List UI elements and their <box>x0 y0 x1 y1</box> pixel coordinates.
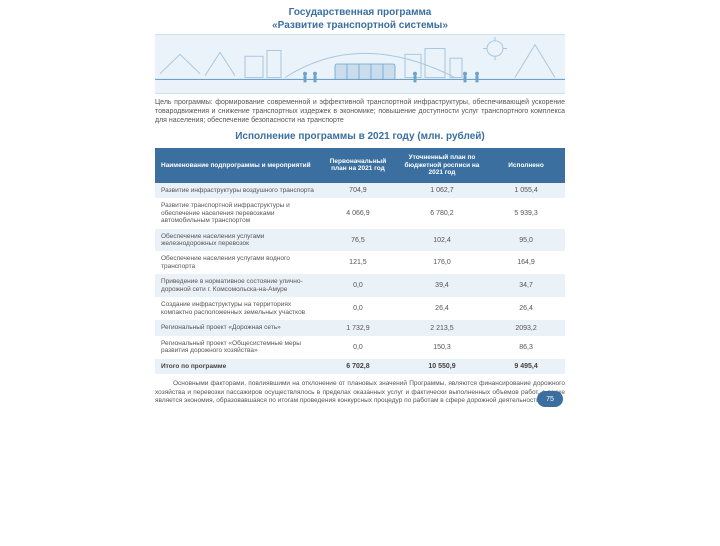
cell-name: Региональный проект «Общесистемные меры … <box>155 336 319 359</box>
program-title-line2: «Развитие транспортной системы» <box>155 19 565 32</box>
transport-banner <box>155 34 565 94</box>
cell-v3: 5 939,3 <box>487 198 565 228</box>
col-plan: Первоначальный план на 2021 год <box>319 148 397 182</box>
cell-name: Приведение в нормативное состояние уличн… <box>155 274 319 297</box>
cell-v1: 704,9 <box>319 183 397 198</box>
table-row: Развитие инфраструктуры воздушного транс… <box>155 183 565 198</box>
cell-name: Региональный проект «Дорожная сеть» <box>155 320 319 335</box>
table-row: Создание инфраструктуры на территориях к… <box>155 297 565 320</box>
cell-v3: 1 055,4 <box>487 183 565 198</box>
cell-v1: 0,0 <box>319 297 397 320</box>
cell-v3: 86,3 <box>487 336 565 359</box>
table-row: Обеспечение населения услугами водного т… <box>155 251 565 274</box>
col-refined: Уточненный план по бюджетной росписи на … <box>397 148 487 182</box>
cell-v2: 6 780,2 <box>397 198 487 228</box>
table-row: Обеспечение населения услугами железнодо… <box>155 229 565 252</box>
table-header-row: Наименование подпрограммы и мероприятий … <box>155 148 565 182</box>
cell-name: Обеспечение населения услугами железнодо… <box>155 229 319 252</box>
cell-v1: 0,0 <box>319 336 397 359</box>
cell-v2: 150,3 <box>397 336 487 359</box>
program-title-line1: Государственная программа <box>155 6 565 19</box>
cell-v2: 39,4 <box>397 274 487 297</box>
cell-v1: 0,0 <box>319 274 397 297</box>
table-row: Приведение в нормативное состояние уличн… <box>155 274 565 297</box>
cell-v3: 9 495,4 <box>487 359 565 374</box>
cell-v2: 102,4 <box>397 229 487 252</box>
cell-name: Развитие транспортной инфраструктуры и о… <box>155 198 319 228</box>
execution-table: Наименование подпрограммы и мероприятий … <box>155 148 565 374</box>
cell-name: Развитие инфраструктуры воздушного транс… <box>155 183 319 198</box>
table-row: Региональный проект «Общесистемные меры … <box>155 336 565 359</box>
cell-v2: 1 062,7 <box>397 183 487 198</box>
page-number: 75 <box>546 396 554 403</box>
cell-v3: 164,9 <box>487 251 565 274</box>
cell-v3: 95,0 <box>487 229 565 252</box>
table-total-row: Итого по программе6 702,810 550,99 495,4 <box>155 359 565 374</box>
cell-name: Создание инфраструктуры на территориях к… <box>155 297 319 320</box>
cell-v2: 26,4 <box>397 297 487 320</box>
cell-v1: 1 732,9 <box>319 320 397 335</box>
footnote: Основными факторами, повлиявшими на откл… <box>155 380 565 405</box>
col-name: Наименование подпрограммы и мероприятий <box>155 148 319 182</box>
page-number-badge: 75 <box>537 391 563 407</box>
cell-v3: 34,7 <box>487 274 565 297</box>
cell-v3: 2093,2 <box>487 320 565 335</box>
table-row: Региональный проект «Дорожная сеть»1 732… <box>155 320 565 335</box>
col-done: Исполнено <box>487 148 565 182</box>
cell-v1: 76,5 <box>319 229 397 252</box>
cell-v2: 176,0 <box>397 251 487 274</box>
cell-v2: 10 550,9 <box>397 359 487 374</box>
execution-title: Исполнение программы в 2021 году (млн. р… <box>155 131 565 142</box>
cell-name: Обеспечение населения услугами водного т… <box>155 251 319 274</box>
program-goal: Цель программы: формирование современной… <box>155 99 565 125</box>
cell-v2: 2 213,5 <box>397 320 487 335</box>
program-title: Государственная программа «Развитие тран… <box>155 6 565 32</box>
cell-v1: 4 066,9 <box>319 198 397 228</box>
cell-v1: 6 702,8 <box>319 359 397 374</box>
cell-v3: 26,4 <box>487 297 565 320</box>
cell-name: Итого по программе <box>155 359 319 374</box>
cell-v1: 121,5 <box>319 251 397 274</box>
table-row: Развитие транспортной инфраструктуры и о… <box>155 198 565 228</box>
